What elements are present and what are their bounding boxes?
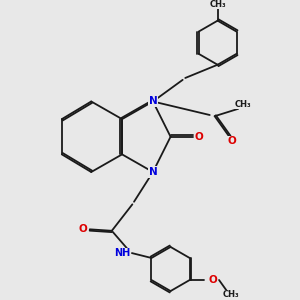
Text: N: N bbox=[148, 97, 157, 106]
Text: O: O bbox=[209, 275, 218, 285]
Text: CH₃: CH₃ bbox=[234, 100, 251, 109]
Text: O: O bbox=[195, 132, 203, 142]
Text: O: O bbox=[79, 224, 88, 234]
Text: NH: NH bbox=[114, 248, 130, 258]
Text: N: N bbox=[148, 167, 157, 177]
Text: CH₃: CH₃ bbox=[223, 290, 239, 299]
Text: CH₃: CH₃ bbox=[209, 0, 226, 9]
Text: O: O bbox=[228, 136, 237, 146]
